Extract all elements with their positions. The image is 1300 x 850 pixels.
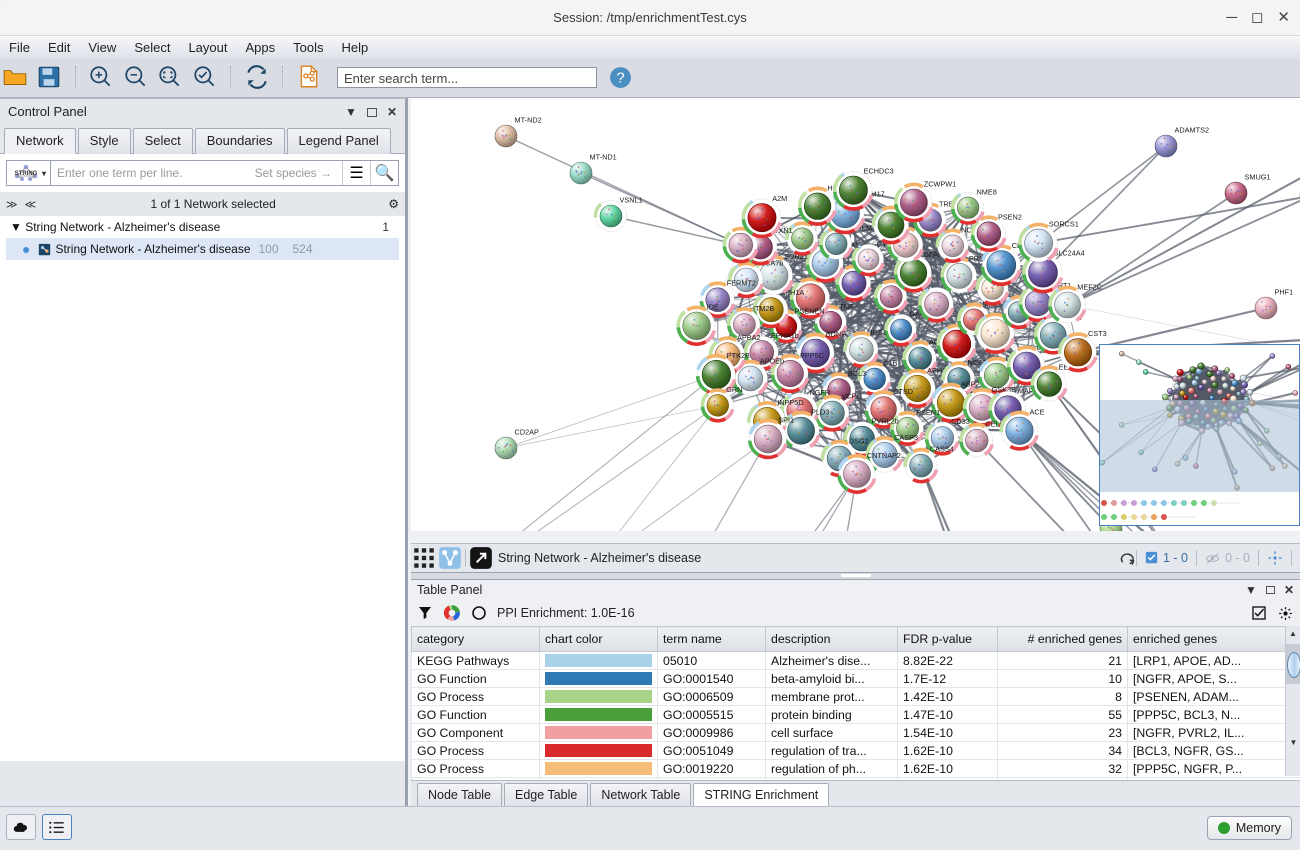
svg-text:ADAMTS2: ADAMTS2 [1175,126,1209,135]
svg-text:PLD3: PLD3 [811,408,829,417]
svg-text:BCL3: BCL3 [848,369,866,378]
svg-text:DSG2: DSG2 [849,437,869,446]
svg-text:MT-ND2: MT-ND2 [515,116,542,125]
svg-text:ABP2: ABP2 [961,380,980,389]
svg-text:CASS4: CASS4 [930,445,954,454]
svg-text:NGFR: NGFR [809,388,830,397]
svg-text:CNTNAP2: CNTNAP2 [867,451,901,460]
svg-text:FERMT2: FERMT2 [727,278,756,287]
svg-text:CST3: CST3 [1088,329,1107,338]
svg-text:PSEN2: PSEN2 [998,212,1022,221]
svg-text:ACE: ACE [1030,408,1045,417]
svg-text:ITM2B: ITM2B [753,304,775,313]
svg-text:VSNL1: VSNL1 [620,196,643,205]
svg-text:MEF2C: MEF2C [1077,283,1102,292]
svg-text:SMUG1: SMUG1 [1245,173,1271,182]
svg-text:TNF: TNF [839,302,854,311]
svg-text:STRING: STRING [15,171,38,177]
svg-text:IDE: IDE [707,303,719,312]
svg-text:VCPE: VCPE [841,392,861,401]
svg-text:PPP5C: PPP5C [800,351,824,360]
svg-text:A2M: A2M [772,194,787,203]
svg-text:C1B: C1B [883,359,897,368]
svg-text:APOEb: APOEb [760,357,784,366]
svg-text:SORCS1: SORCS1 [1049,220,1079,229]
svg-text:PHF1: PHF1 [1275,288,1294,297]
svg-text:INPP5D: INPP5D [777,398,803,407]
svg-text:SLC24A4: SLC24A4 [1053,249,1084,258]
svg-text:CD33: CD33 [951,417,970,426]
svg-text:CASP3: CASP3 [894,433,918,442]
svg-text:?: ? [616,71,624,87]
svg-text:BDNF: BDNF [826,330,846,339]
svg-text:PTK2B: PTK2B [727,351,750,360]
svg-text:EPHA1b: EPHA1b [771,331,799,340]
svg-text:APBA2: APBA2 [737,333,761,342]
svg-text:ECHDC3: ECHDC3 [864,167,894,176]
svg-text:PVRL2b: PVRL2b [872,417,899,426]
svg-text:PSENEN: PSENEN [795,307,825,316]
svg-text:IRS1: IRS1 [871,328,887,337]
svg-text:CTSD: CTSD [893,387,913,396]
svg-text:NME8: NME8 [977,187,997,196]
svg-text:GRN: GRN [726,385,742,394]
svg-text:SPI1: SPI1 [778,416,794,425]
svg-text:ZCWPW1: ZCWPW1 [924,180,956,189]
svg-text:PSEN1: PSEN1 [916,408,940,417]
svg-text:MT-ND1: MT-ND1 [590,153,617,162]
svg-text:CD2AP: CD2AP [515,428,539,437]
